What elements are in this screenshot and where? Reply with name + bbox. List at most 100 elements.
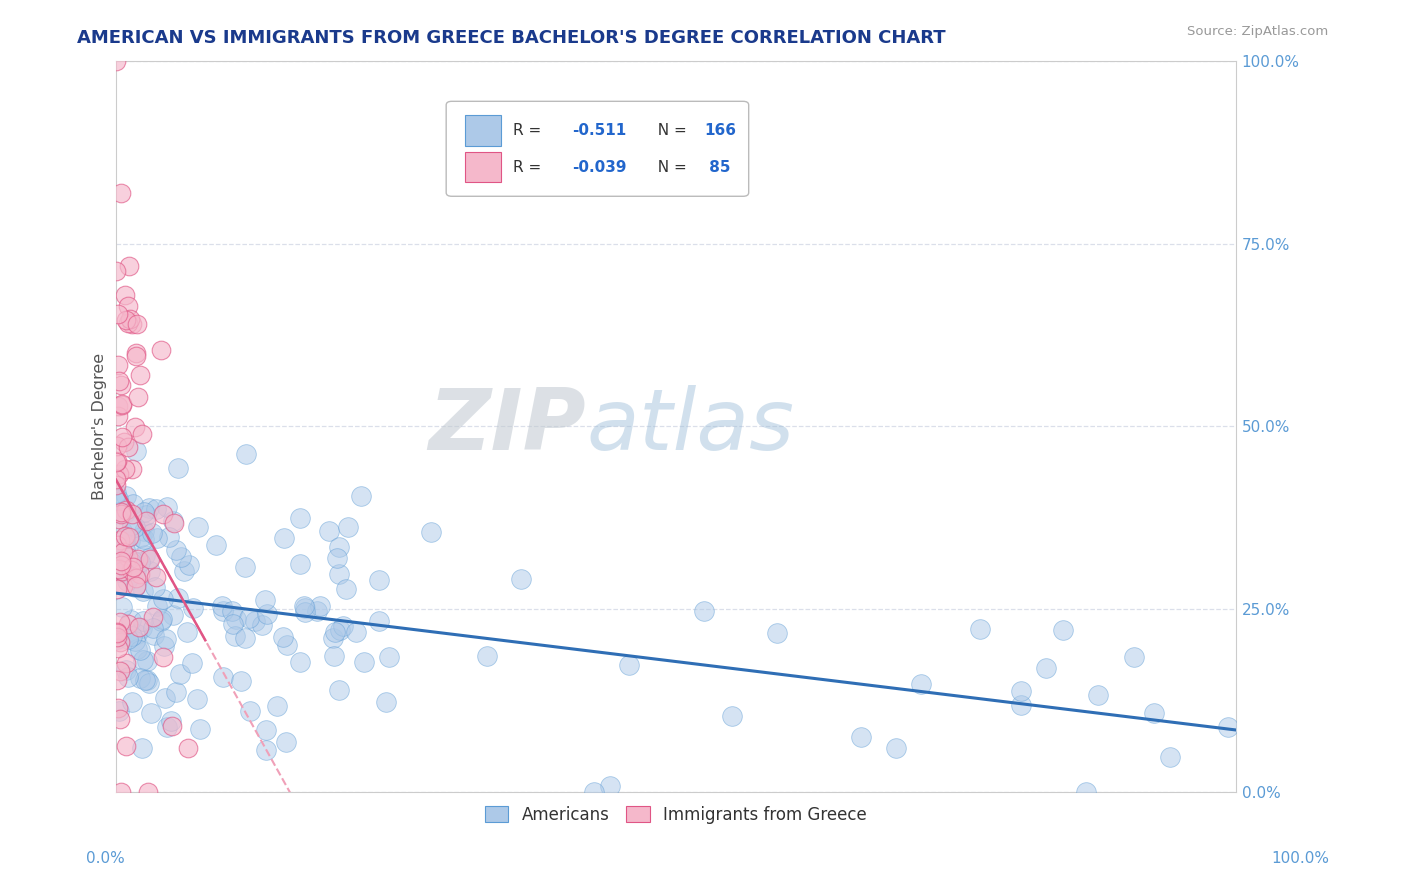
- Point: [152, 649, 174, 664]
- Point: [254, 723, 277, 737]
- Point: [294, 605, 316, 619]
- Point: [107, 700, 129, 714]
- Point: [188, 723, 211, 737]
- Point: [186, 692, 208, 706]
- Point: [420, 524, 443, 539]
- Point: [350, 489, 373, 503]
- Point: [125, 562, 148, 576]
- Point: [1216, 720, 1239, 734]
- Point: [256, 607, 278, 621]
- Point: [969, 622, 991, 636]
- Point: [108, 704, 131, 718]
- Point: [233, 560, 256, 574]
- Point: [160, 714, 183, 728]
- Point: [105, 455, 128, 469]
- Point: [120, 555, 142, 569]
- Point: [107, 375, 129, 389]
- Point: [368, 614, 391, 628]
- Point: [235, 447, 257, 461]
- Point: [112, 580, 135, 594]
- Point: [117, 617, 139, 632]
- Point: [111, 563, 134, 577]
- Point: [121, 517, 143, 532]
- Point: [107, 409, 129, 423]
- Point: [599, 779, 621, 793]
- Point: [150, 612, 173, 626]
- Point: [107, 467, 129, 482]
- Point: [849, 731, 872, 745]
- Point: [235, 631, 257, 645]
- Point: [138, 550, 160, 565]
- Point: [114, 739, 136, 754]
- Point: [122, 554, 145, 568]
- Point: [128, 555, 150, 569]
- Point: [224, 629, 246, 643]
- Point: [155, 691, 177, 706]
- Point: [323, 624, 346, 639]
- Point: [328, 540, 350, 554]
- Point: [132, 505, 155, 519]
- Point: [165, 542, 187, 557]
- Point: [509, 572, 531, 586]
- Point: [122, 560, 145, 574]
- Point: [111, 524, 134, 539]
- Point: [167, 461, 190, 475]
- Point: [110, 396, 132, 410]
- Point: [139, 552, 162, 566]
- Point: [117, 316, 139, 330]
- Point: [288, 656, 311, 670]
- Point: [108, 511, 131, 525]
- Point: [121, 695, 143, 709]
- Point: [129, 530, 152, 544]
- Point: [107, 562, 129, 576]
- Point: [117, 670, 139, 684]
- Point: [108, 615, 131, 630]
- Point: [104, 54, 127, 69]
- Point: [160, 719, 183, 733]
- Point: [114, 532, 136, 546]
- Point: [128, 620, 150, 634]
- Point: [125, 444, 148, 458]
- Point: [139, 564, 162, 578]
- Point: [177, 740, 200, 755]
- Point: [110, 378, 132, 392]
- Text: R =: R =: [513, 160, 547, 175]
- Point: [145, 502, 167, 516]
- Point: [276, 638, 298, 652]
- Point: [121, 497, 143, 511]
- Point: [328, 566, 350, 581]
- Point: [135, 508, 157, 522]
- Point: [1123, 649, 1146, 664]
- Point: [120, 533, 142, 548]
- Point: [146, 531, 169, 545]
- Point: [115, 562, 138, 576]
- Point: [305, 604, 328, 618]
- Point: [1143, 706, 1166, 721]
- Text: 100.0%: 100.0%: [1271, 851, 1330, 865]
- Point: [131, 653, 153, 667]
- Point: [120, 613, 142, 627]
- Point: [110, 712, 132, 726]
- Point: [105, 630, 128, 644]
- Point: [110, 558, 132, 573]
- Point: [110, 554, 132, 568]
- Text: 0.0%: 0.0%: [86, 851, 125, 865]
- Point: [1010, 698, 1032, 712]
- Text: atlas: atlas: [586, 384, 794, 468]
- Point: [110, 533, 132, 548]
- Point: [117, 550, 139, 565]
- Point: [112, 435, 135, 450]
- Point: [115, 489, 138, 503]
- FancyBboxPatch shape: [465, 152, 501, 182]
- Point: [121, 461, 143, 475]
- FancyBboxPatch shape: [446, 102, 748, 196]
- Point: [124, 580, 146, 594]
- Point: [131, 740, 153, 755]
- Point: [308, 599, 330, 613]
- Point: [141, 706, 163, 720]
- Point: [118, 569, 141, 583]
- Text: N =: N =: [648, 123, 692, 138]
- Point: [149, 614, 172, 628]
- Point: [165, 685, 187, 699]
- Point: [170, 549, 193, 564]
